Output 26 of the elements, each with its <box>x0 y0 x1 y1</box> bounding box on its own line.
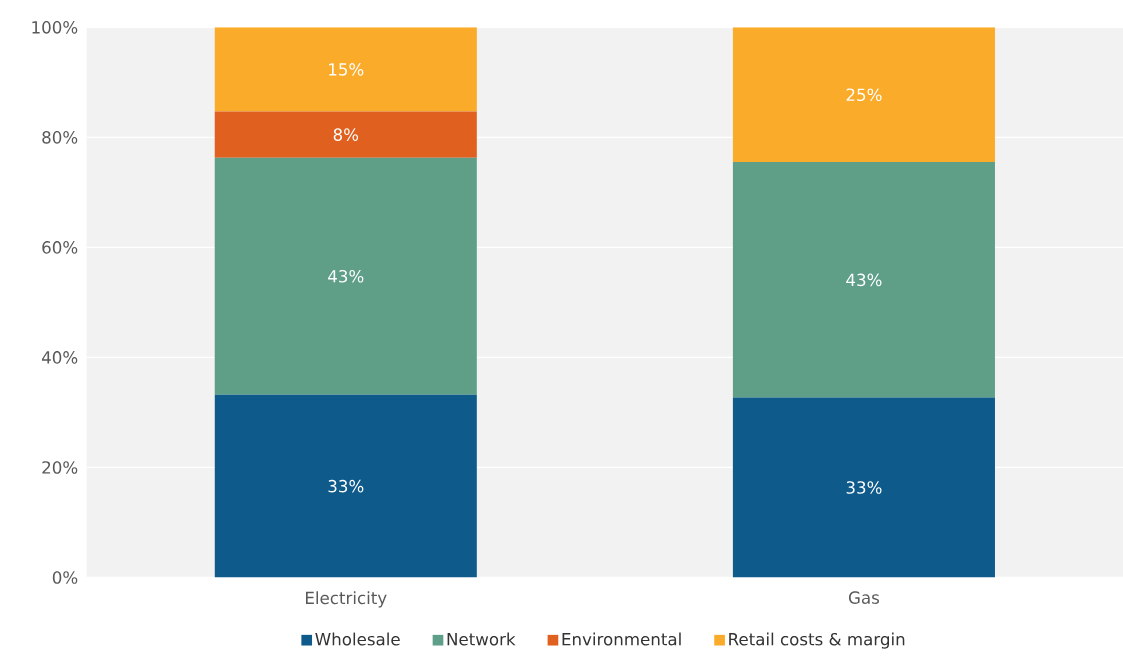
bar <box>214 157 477 396</box>
data-label: 33% <box>846 481 882 495</box>
legend-label: Network <box>447 632 516 646</box>
legend-label: Wholesale <box>315 632 400 646</box>
y-tick-label: 80% <box>42 131 78 144</box>
bar <box>214 27 477 112</box>
y-tick-label: 40% <box>41 351 78 364</box>
bar <box>214 395 477 578</box>
y-tick-label: 100% <box>32 21 78 34</box>
x-tick-label: Electricity <box>306 591 387 608</box>
data-label: 8% <box>333 128 359 142</box>
bar <box>214 111 477 158</box>
x-tick-label: Gas <box>848 591 880 605</box>
bar <box>732 27 995 163</box>
y-tick-label: 20% <box>42 461 78 474</box>
data-label: 25% <box>846 88 882 102</box>
data-label: 15% <box>329 63 364 76</box>
data-label: 43% <box>328 270 364 283</box>
bar <box>732 397 995 578</box>
y-tick-label: 0% <box>52 571 78 585</box>
data-label: 43% <box>846 273 882 287</box>
y-tick-label: 60% <box>42 241 78 254</box>
legend-label: Retail costs & margin <box>729 632 905 649</box>
data-label: 33% <box>328 480 364 493</box>
bar <box>732 162 995 398</box>
legend-label: Environmental <box>562 632 681 646</box>
